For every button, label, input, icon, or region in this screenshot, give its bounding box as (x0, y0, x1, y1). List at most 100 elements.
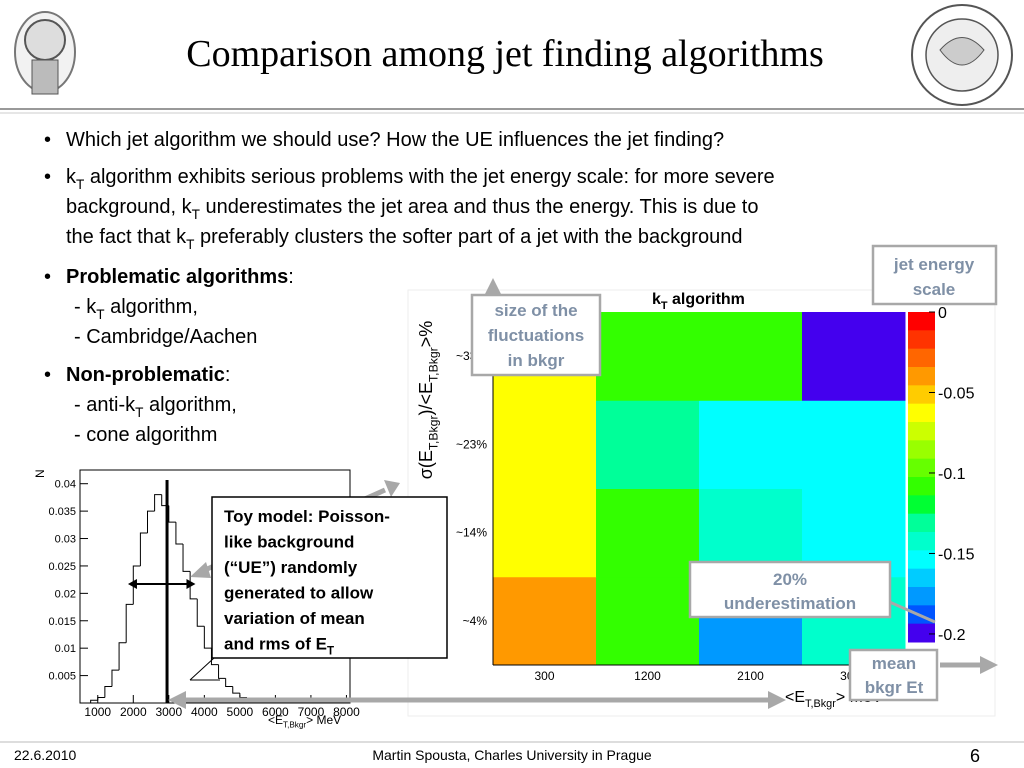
colorbar-band (908, 587, 935, 606)
histogram-bin (168, 505, 176, 523)
heatmap-cell (802, 400, 906, 489)
text-run: T,Bkgr (426, 415, 440, 450)
annotation-text: jet energy (893, 255, 975, 274)
histogram-bin (104, 686, 112, 698)
colorbar-band (908, 477, 935, 496)
text-run: the fact that k (66, 226, 187, 248)
y-tick-label: ~4% (463, 614, 488, 628)
annotation-text: underestimation (724, 594, 856, 613)
text-run: - Cambridge/Aachen (74, 326, 257, 348)
x-tick-label: 1000 (84, 705, 111, 719)
text-run: T (192, 207, 200, 222)
heatmap-cell (493, 576, 597, 666)
colorbar-band (908, 348, 935, 368)
text-run: underestimates the jet area and thus the… (200, 196, 759, 218)
bullet-line: the fact that kT preferably clusters the… (66, 226, 742, 252)
text-run: and rms of E (224, 635, 327, 654)
histogram-bin (90, 699, 98, 703)
heatmap-cell (493, 488, 597, 578)
text-run: T (96, 307, 104, 322)
histogram-bin (225, 678, 233, 688)
text-run: T,Bkgr (283, 721, 306, 730)
atlas-logo (14, 11, 76, 95)
heatmap-cell (596, 312, 700, 401)
bullet-line: - cone algorithm (74, 424, 217, 446)
text-run: - k (74, 296, 97, 318)
colorbar-tick-label: -0.15 (938, 546, 975, 563)
histogram-bin (154, 494, 162, 512)
text-run: T (76, 177, 84, 192)
bullet-line: background, kT underestimates the jet ar… (66, 196, 758, 222)
annotation-mean: mean bkgr Et (848, 648, 939, 702)
bullet-line: kT algorithm exhibits serious problems w… (66, 166, 775, 192)
annotation-text: bkgr Et (865, 678, 924, 697)
y-tick-label: 0.015 (48, 616, 76, 628)
histogram-bin (182, 544, 191, 572)
bullet-dot: • (44, 266, 51, 288)
x-tick-label: 4000 (191, 705, 218, 719)
colorbar-band (908, 513, 935, 533)
text-run: algorithm, (105, 296, 198, 318)
annotation-text: generated to allow (224, 584, 374, 603)
footer-date: 22.6.2010 (14, 747, 76, 763)
x-tick-label: 300 (534, 669, 554, 683)
text-run: Non-problematic (66, 364, 225, 386)
y-tick-label: 0.005 (48, 671, 76, 683)
x-tick-label: 2100 (737, 669, 764, 683)
histogram-bin (97, 697, 105, 701)
heatmap-cell (596, 488, 700, 578)
colorbar-tick-label: -0.2 (938, 627, 966, 644)
text-run: variation of mean (224, 609, 365, 628)
annotation-text: (“UE”) randomly (224, 558, 358, 577)
text-run: > MeV (306, 713, 341, 727)
annotation-toy-model: Toy model: Poisson-like background (“UE”)… (211, 496, 448, 659)
annotation-text: variation of mean (224, 609, 365, 628)
charts: 300120021003000~4%~14%~23%~33%0-0.05-0.1… (33, 291, 975, 730)
x-tick-label: 7000 (298, 705, 325, 719)
colorbar-band (908, 532, 935, 551)
y-tick-label: 0.02 (55, 588, 76, 600)
bullet-line: Problematic algorithms: (66, 266, 294, 288)
heatmap-cell (493, 400, 597, 489)
histogram-bin (118, 642, 127, 671)
text-run: T (661, 300, 668, 312)
heatmap-cell (802, 312, 906, 401)
histogram-bin (139, 532, 148, 566)
y-axis-label: N (33, 469, 47, 478)
text-run: (“UE”) randomly (224, 558, 358, 577)
x-tick-label: 1200 (634, 669, 661, 683)
slide-title: Comparison among jet finding algorithms (186, 33, 823, 75)
text-run: σ(E (416, 450, 436, 479)
colorbar-band (908, 330, 935, 350)
text-run: - cone algorithm (74, 424, 217, 446)
text-run: T (135, 405, 143, 420)
y-tick-label: 0.03 (55, 534, 76, 546)
y-tick-label: 0.035 (48, 506, 76, 518)
text-run: : (225, 364, 231, 386)
heatmap-title: kT algorithm (652, 291, 745, 312)
histogram-bin (147, 510, 155, 534)
annotation-text: scale (913, 280, 956, 299)
colorbar-tick-label: -0.1 (938, 466, 966, 483)
colorbar-band (908, 550, 935, 570)
annotation-underestimation: 20% underestimation (688, 560, 892, 619)
footer-page: 6 (970, 746, 980, 766)
text-run: preferably clusters the softer part of a… (194, 226, 742, 248)
text-run: k (66, 166, 77, 188)
text-run: Problematic algorithms (66, 266, 288, 288)
text-run: algorithm, (143, 394, 236, 416)
heatmap-cell (699, 312, 803, 401)
text-run: Toy model: Poisson- (224, 507, 390, 526)
histogram-bin (189, 571, 198, 600)
histogram-bin (218, 664, 226, 679)
colorbar-band (908, 385, 935, 405)
bullet-line: - Cambridge/Aachen (74, 326, 257, 348)
y-tick-label: 0.025 (48, 561, 76, 573)
text-run: >% (416, 321, 436, 348)
y-tick-label: ~23% (456, 437, 487, 451)
text-run: - anti-k (74, 394, 136, 416)
annotation-text: and rms of ET (224, 635, 334, 658)
heatmap-cell (596, 400, 700, 489)
x-tick-label: 3000 (155, 705, 182, 719)
